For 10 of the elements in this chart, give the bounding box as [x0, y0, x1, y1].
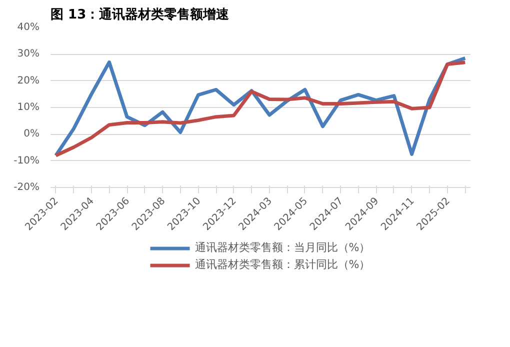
y-tick-label: -10%	[14, 155, 40, 166]
chart-title: 图 13：通讯器材类零售额增速	[50, 6, 230, 22]
y-tick-label: 40%	[17, 22, 40, 33]
y-tick-label: 0%	[24, 128, 40, 140]
y-tick-label: -20%	[14, 182, 40, 193]
y-tick-label: 20%	[17, 75, 40, 86]
legend-label: 通讯器材类零售额：当月同比（%）	[194, 240, 370, 255]
y-tick-label: 10%	[17, 102, 40, 113]
y-tick-label: 30%	[17, 48, 40, 60]
legend-label: 通讯器材类零售额：累计同比（%）	[194, 257, 370, 272]
